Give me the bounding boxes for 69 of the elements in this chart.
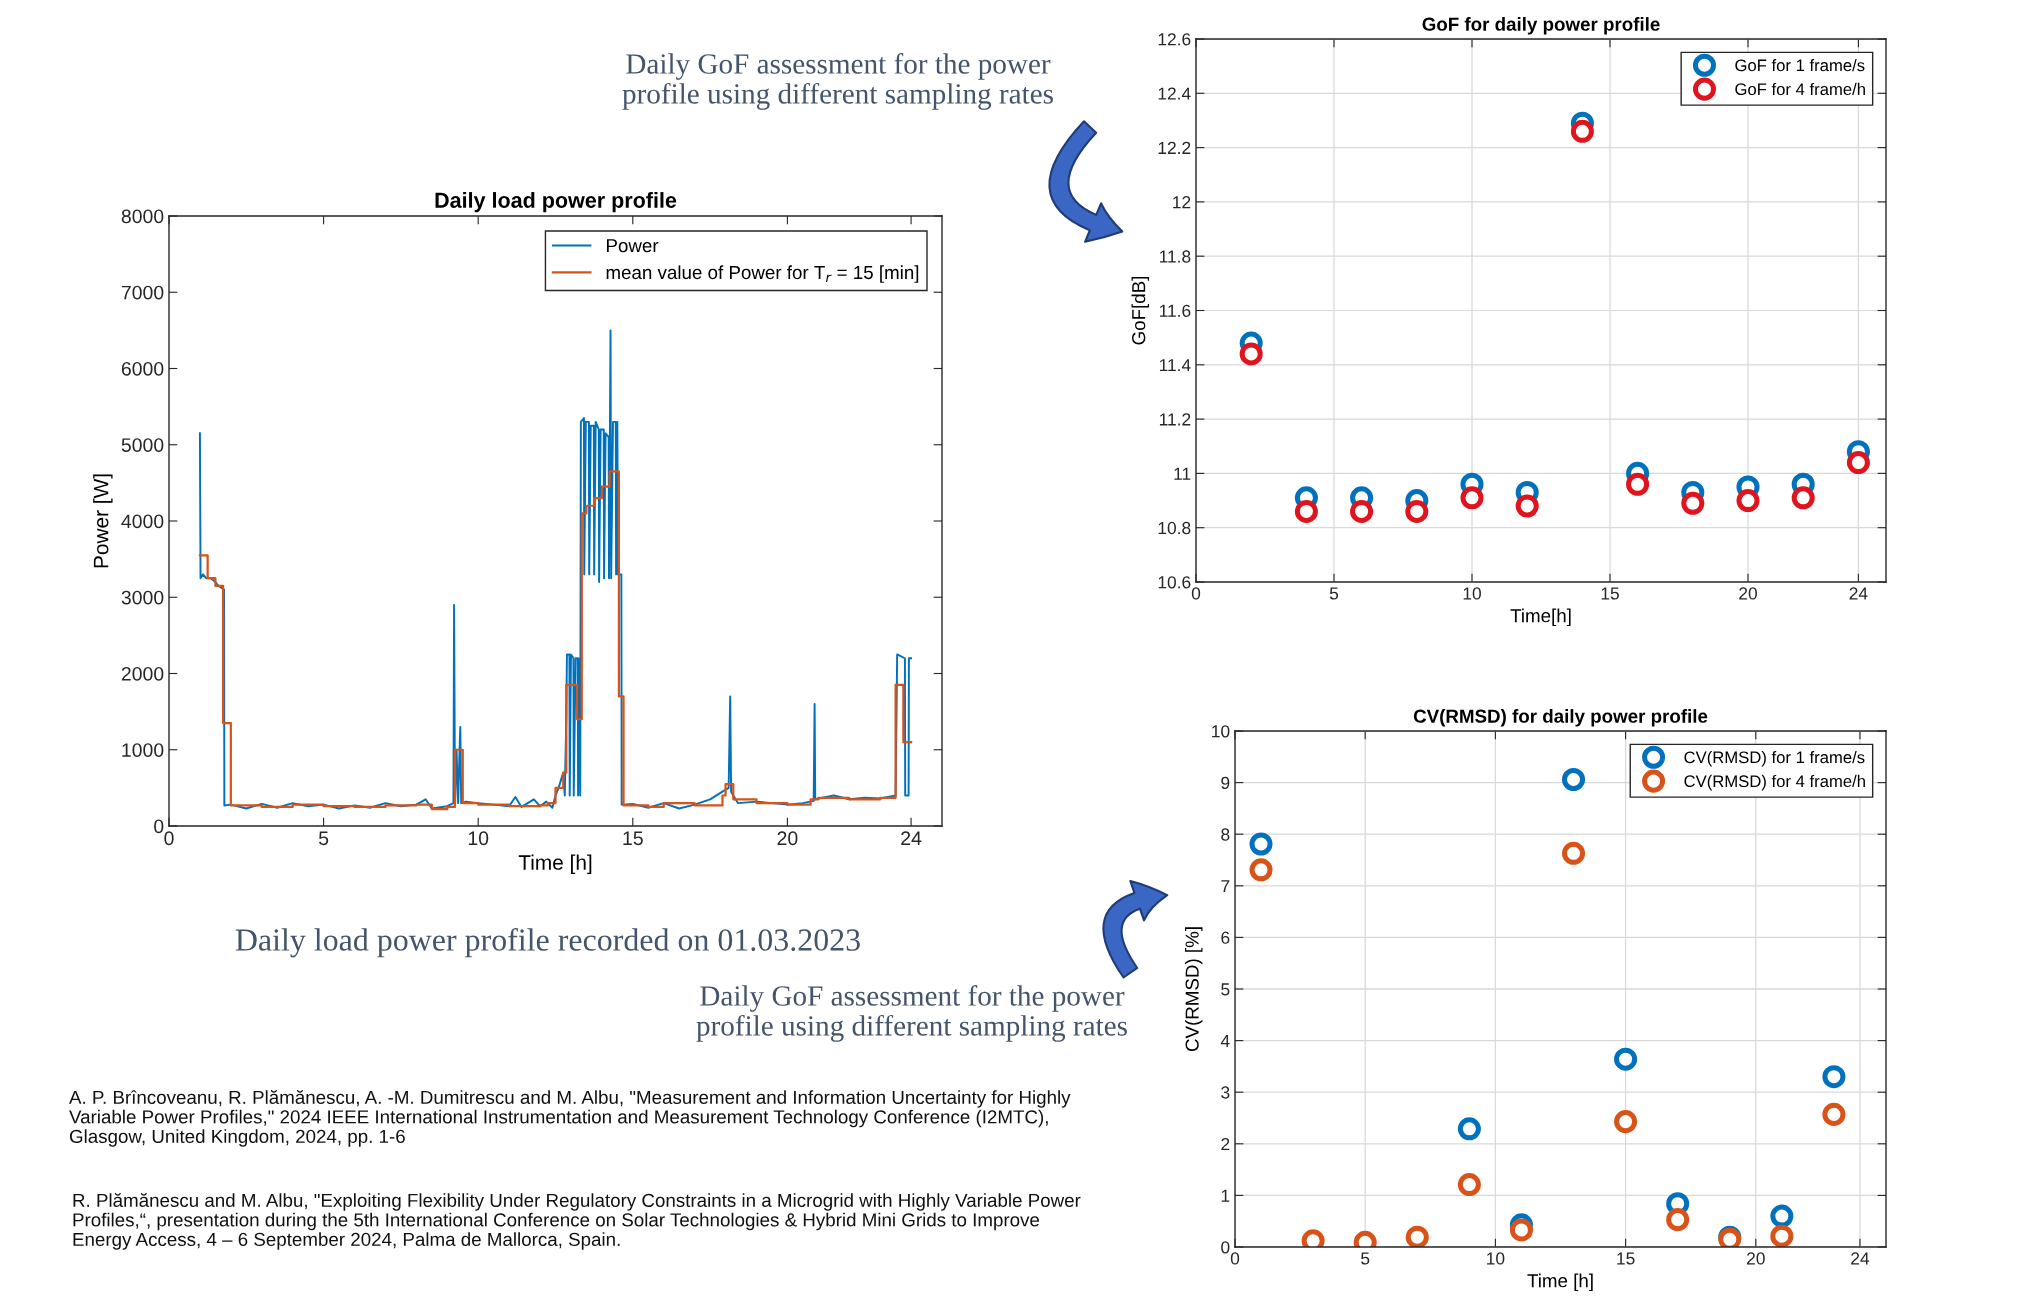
x-tick-label: 15 xyxy=(623,831,643,846)
y-axis-title: GoF[dB] xyxy=(1131,276,1150,345)
y-tick-label: 4 xyxy=(1220,1034,1230,1047)
y-tick-label: 6000 xyxy=(121,361,164,376)
x-tick-label: 5 xyxy=(1361,1252,1370,1265)
legend-label: GoF for 1 frame/s xyxy=(1735,59,1865,72)
y-tick-label: 0 xyxy=(1221,1241,1230,1254)
text: Daily GoF assessment for the power profile using different sampling rates xyxy=(696,985,1127,1042)
y-tick-label: 5000 xyxy=(121,438,164,452)
x-tick-label: 0 xyxy=(1191,587,1201,600)
y-tick-label: 2 xyxy=(1221,1137,1230,1151)
y-tick-label: 12.6 xyxy=(1158,33,1191,46)
y-tick-label: 8000 xyxy=(121,209,164,224)
x-tick-label: 0 xyxy=(164,831,174,846)
y-tick-label: 11.6 xyxy=(1159,304,1191,317)
x-tick-label: 24 xyxy=(1851,1252,1870,1265)
legend-label: CV(RMSD) for 1 frame/s xyxy=(1684,751,1865,767)
chart-title: Daily load power profile xyxy=(435,192,677,213)
x-axis-title: Time[h] xyxy=(1510,608,1571,627)
y-tick-label: 2000 xyxy=(121,666,164,681)
text: Daily load power profile recorded on 01.03.2023 xyxy=(235,928,860,958)
y-tick-label: 7000 xyxy=(121,285,164,300)
text: Daily GoF assessment for the power profile using different sampling rates xyxy=(622,53,1053,110)
x-axis-title: Time [h] xyxy=(1527,1273,1593,1292)
y-tick-label: 3000 xyxy=(121,590,164,605)
y-tick-label: 11.2 xyxy=(1159,413,1191,426)
x-tick-label: 20 xyxy=(1747,1252,1765,1265)
x-tick-label: 15 xyxy=(1617,1252,1635,1265)
y-tick-label: 7 xyxy=(1221,880,1230,893)
y-tick-label: 5 xyxy=(1221,983,1230,996)
y-tick-label: 10.8 xyxy=(1158,521,1191,535)
y-tick-label: 0 xyxy=(154,819,164,834)
chart-title: GoF for daily power profile xyxy=(1422,17,1660,35)
y-tick-label: 6 xyxy=(1221,931,1230,944)
x-tick-label: 10 xyxy=(1463,587,1481,600)
y-tick-label: 11 xyxy=(1174,467,1191,480)
x-tick-label: 5 xyxy=(1329,587,1339,600)
y-axis-title: Power [W] xyxy=(93,474,113,568)
text: R. Plămănescu and M. Albu, "Exploiting Flexibility Under Regulatory Constraints in a Microgrid with Highly Variable Power Profiles,“, presentation during the 5th International Conference on Solar Technologies & Hybrid Mini Grids to Improve Energy Access, 4 – 6 September 2024, Palma de Mallorca, Spain. xyxy=(73,1193,1081,1250)
chart-title: CV(RMSD) for daily power profile xyxy=(1413,709,1708,727)
legend-label: Power xyxy=(606,239,659,253)
y-tick-label: 1000 xyxy=(122,743,164,757)
y-tick-label: 8 xyxy=(1221,828,1230,841)
x-tick-label: 0 xyxy=(1230,1252,1240,1265)
x-tick-label: 5 xyxy=(318,831,329,846)
y-axis-title: CV(RMSD) [%] xyxy=(1185,927,1203,1052)
y-tick-label: 12 xyxy=(1173,196,1191,209)
x-tick-label: 20 xyxy=(777,831,798,846)
legend-label: CV(RMSD) for 4 frame/h xyxy=(1684,774,1865,791)
x-tick-label: 10 xyxy=(468,831,489,846)
y-tick-label: 12.2 xyxy=(1158,141,1191,154)
y-tick-label: 3 xyxy=(1221,1086,1230,1099)
y-tick-label: 12.4 xyxy=(1158,87,1191,100)
y-tick-label: 10 xyxy=(1212,725,1230,738)
x-tick-label: 24 xyxy=(1849,587,1868,600)
text: A. P. Brîncoveanu, R. Plămănescu, A. -M. Dumitrescu and M. Albu, "Measurement and Information Uncertainty for Highly Variable Power Profiles," 2024 IEEE International Instrumentation and Measurement Technology Conference (I2MTC), Glasgow, United Kingdom, 2024, pp. 1-6 xyxy=(69,1090,1071,1147)
y-tick-label: 10.6 xyxy=(1158,576,1191,589)
legend-label: mean value of Power for T$_{r}$ = 15 [min] xyxy=(606,265,919,283)
y-tick-label: 11.4 xyxy=(1159,359,1191,372)
legend-label: GoF for 4 frame/h xyxy=(1735,82,1865,96)
x-tick-label: 15 xyxy=(1601,587,1619,600)
y-tick-label: 9 xyxy=(1221,776,1230,790)
x-axis-title: Time [h] xyxy=(518,854,592,874)
x-tick-label: 20 xyxy=(1739,587,1757,600)
y-tick-label: 11.8 xyxy=(1159,250,1191,263)
x-tick-label: 24 xyxy=(901,831,922,845)
y-tick-label: 4000 xyxy=(121,514,164,529)
y-tick-label: 1 xyxy=(1221,1189,1230,1202)
x-tick-label: 10 xyxy=(1487,1252,1505,1265)
